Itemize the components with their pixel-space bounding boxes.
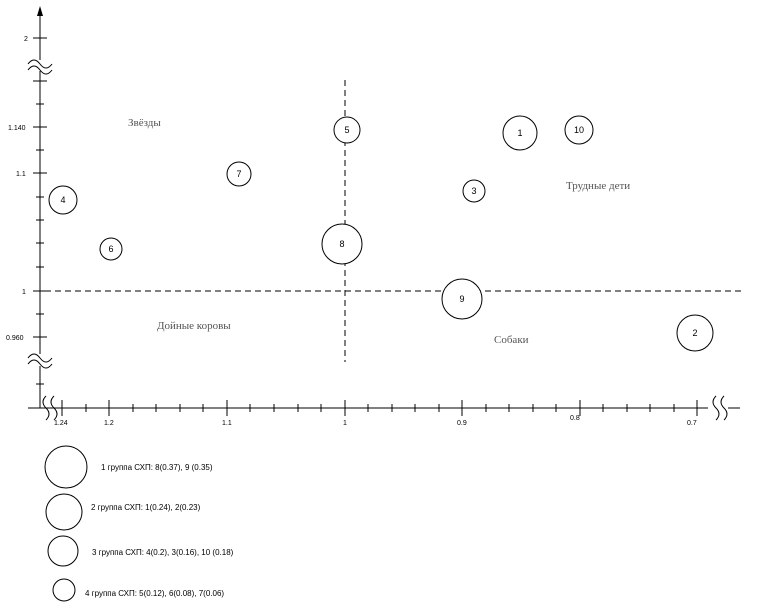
legend-label-group-1: 1 группа СХП: 8(0.37), 9 (0.35) (101, 463, 213, 472)
x-axis-break-right (712, 395, 728, 421)
quadrant-dogs-label: Собаки (494, 334, 529, 346)
y-axis-break-bottom (27, 353, 53, 369)
bubble-6: 6 (99, 237, 123, 261)
y-tick-label-0-960: 0.960 (6, 335, 24, 342)
x-tick-label-0-8: 0.8 (570, 415, 580, 422)
legend-label-group-2: 2 группа СХП: 1(0.24), 2(0.23) (91, 503, 201, 512)
y-axis-arrow (37, 6, 43, 16)
y-tick-label-2: 2 (24, 36, 28, 43)
bubble-4: 4 (48, 185, 78, 215)
bubble-label-3: 3 (471, 186, 476, 196)
x-tick-label-0-9: 0.9 (457, 420, 467, 427)
x-ticks (61, 400, 698, 416)
legend: 1 группа СХП: 8(0.37), 9 (0.35) 2 группа… (44, 445, 234, 602)
legend-item-group-2: 2 группа СХП: 1(0.24), 2(0.23) (45, 493, 201, 531)
bubble-label-7: 7 (236, 169, 241, 179)
legend-label-group-3: 3 группа СХП: 4(0.2), 3(0.16), 10 (0.18) (92, 548, 234, 557)
bubble-label-5: 5 (344, 125, 349, 135)
y-tick-label-1-140: 1.140 (8, 125, 26, 132)
bubble-3: 3 (462, 179, 486, 203)
y-tick-label-1-1: 1.1 (16, 171, 26, 178)
bubble-9: 9 (441, 278, 483, 320)
x-axis-break-left (42, 395, 58, 421)
bubble-8: 8 (321, 223, 363, 265)
quadrant-stars-label: Звёзды (128, 117, 161, 129)
y-axis-break-top (27, 59, 53, 75)
x-tick-label-1-2: 1.2 (104, 420, 114, 427)
quadrant-cash-cows-label: Дойные коровы (157, 320, 231, 332)
x-tick-label-1-24: 1.24 (54, 420, 68, 427)
legend-swatch-group-2 (45, 493, 83, 531)
bubble-5: 5 (333, 116, 361, 144)
y-tick-label-1: 1 (22, 289, 26, 296)
legend-item-group-3: 3 группа СХП: 4(0.2), 3(0.16), 10 (0.18) (47, 535, 234, 567)
bubble-label-2: 2 (692, 328, 697, 338)
x-tick-label-0-7: 0.7 (687, 420, 697, 427)
legend-item-group-1: 1 группа СХП: 8(0.37), 9 (0.35) (44, 445, 213, 489)
legend-swatch-group-1 (44, 445, 88, 489)
bubble-label-4: 4 (60, 195, 65, 205)
legend-swatch-group-4 (52, 578, 76, 602)
bubble-label-8: 8 (339, 239, 344, 249)
x-tick-label-1: 1 (343, 420, 347, 427)
bubble-2: 2 (676, 314, 714, 352)
quadrant-question-marks-label: Трудные дети (566, 180, 630, 192)
bubble-label-9: 9 (459, 294, 464, 304)
y-ticks (33, 37, 47, 385)
legend-swatch-group-3 (47, 535, 79, 567)
legend-label-group-4: 4 группа СХП: 5(0.12), 6(0.08), 7(0.06) (85, 589, 224, 598)
bubble-1: 1 (502, 115, 538, 151)
bubble-label-1: 1 (517, 128, 522, 138)
bubble-label-10: 10 (574, 125, 584, 135)
legend-item-group-4: 4 группа СХП: 5(0.12), 6(0.08), 7(0.06) (52, 578, 224, 602)
bubble-label-6: 6 (108, 244, 113, 254)
x-tick-label-1-1: 1.1 (222, 420, 232, 427)
bubble-10: 10 (564, 115, 594, 145)
bubble-7: 7 (226, 161, 252, 187)
